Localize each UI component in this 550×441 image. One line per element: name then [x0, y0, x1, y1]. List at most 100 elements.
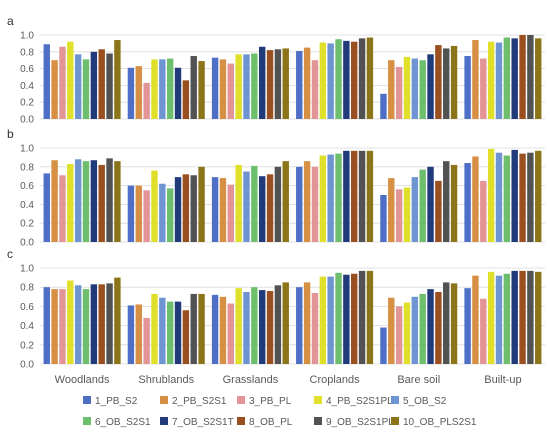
legend-swatch: [391, 417, 399, 425]
bar-2-pb-s2s1: [219, 296, 227, 364]
bar-5-ob-s2: [74, 159, 82, 242]
bar-9-ob-s2s1pl: [443, 282, 450, 364]
bar-10-ob-pls2s1: [198, 61, 205, 119]
bar-4-pb-s2s1pl: [403, 302, 411, 364]
bar-4-pb-s2s1pl: [151, 293, 158, 364]
bar-8-ob-pl: [98, 164, 105, 242]
bar-9-ob-s2s1pl: [358, 38, 366, 119]
bar-2-pb-s2s1: [303, 161, 311, 242]
bar-8-ob-pl: [351, 273, 358, 364]
y-tick-label: 0.0: [20, 360, 34, 371]
bar-4-pb-s2s1pl: [235, 288, 242, 364]
bar-7-ob-s2s1t: [174, 67, 182, 119]
bar-4-pb-s2s1pl: [151, 170, 158, 242]
bar-6-ob-s2s1: [503, 273, 511, 364]
bar-4-pb-s2s1pl: [67, 41, 74, 119]
bar-6-ob-s2s1: [251, 287, 258, 364]
legend-label: 6_OB_S2S1: [95, 417, 151, 428]
panel-label: a: [7, 14, 14, 28]
bar-8-ob-pl: [435, 292, 442, 364]
bar-1-pb-s2: [464, 56, 471, 119]
bar-1-pb-s2: [296, 166, 303, 242]
bar-8-ob-pl: [98, 284, 105, 364]
bar-1-pb-s2: [43, 287, 50, 364]
bar-3-pb-pl: [143, 190, 150, 242]
bar-9-ob-s2s1pl: [106, 283, 113, 364]
bar-10-ob-pls2s1: [535, 271, 542, 364]
bar-5-ob-s2: [159, 297, 166, 364]
bar-10-ob-pls2s1: [114, 277, 121, 364]
bar-9-ob-s2s1pl: [527, 35, 534, 119]
bar-2-pb-s2s1: [51, 160, 58, 242]
legend-label: 3_PB_PL: [249, 396, 292, 407]
x-tick-label: Grasslands: [223, 374, 279, 386]
bar-9-ob-s2s1pl: [106, 158, 113, 242]
bar-2-pb-s2s1: [219, 178, 227, 242]
bar-4-pb-s2s1pl: [403, 56, 411, 119]
bar-1-pb-s2: [127, 305, 135, 364]
y-tick-label: 0.8: [20, 47, 34, 58]
bar-7-ob-s2s1t: [427, 166, 434, 242]
bar-9-ob-s2s1pl: [527, 270, 534, 364]
bar-8-ob-pl: [519, 270, 526, 364]
bar-2-pb-s2s1: [472, 40, 479, 119]
bar-8-ob-pl: [266, 291, 274, 364]
bar-8-ob-pl: [435, 45, 442, 119]
bar-1-pb-s2: [296, 287, 303, 364]
bar-10-ob-pls2s1: [450, 45, 458, 119]
legend-swatch: [160, 396, 168, 404]
bar-9-ob-s2s1pl: [527, 152, 534, 242]
bar-3-pb-pl: [227, 63, 234, 119]
bar-4-pb-s2s1pl: [151, 59, 158, 119]
bar-6-ob-s2s1: [166, 188, 174, 242]
bar-5-ob-s2: [327, 276, 334, 364]
bar-6-ob-s2s1: [166, 58, 174, 119]
bar-1-pb-s2: [127, 185, 135, 242]
bar-4-pb-s2s1pl: [487, 148, 495, 242]
legend-swatch: [83, 396, 91, 404]
y-tick-label: 0.2: [20, 340, 34, 351]
bar-9-ob-s2s1pl: [358, 150, 366, 242]
bar-10-ob-pls2s1: [114, 40, 121, 119]
bar-6-ob-s2s1: [419, 169, 426, 242]
legend-swatch: [314, 417, 322, 425]
bar-4-pb-s2s1pl: [67, 163, 74, 242]
bar-5-ob-s2: [159, 183, 166, 242]
legend-swatch: [83, 417, 91, 425]
bar-4-pb-s2s1pl: [487, 41, 495, 119]
legend-label: 7_OB_S2S1T: [172, 417, 234, 428]
bar-9-ob-s2s1pl: [190, 293, 197, 364]
bar-5-ob-s2: [327, 154, 334, 242]
x-tick-label: Bare soil: [397, 374, 440, 386]
bar-8-ob-pl: [351, 150, 358, 242]
panel-c: 0.0 0.2 0.4 0.6 0.8 1.0 c: [7, 247, 545, 371]
bar-6-ob-s2s1: [251, 53, 258, 120]
bar-9-ob-s2s1pl: [274, 49, 282, 119]
legend-swatch: [314, 396, 322, 404]
bar-1-pb-s2: [296, 50, 303, 119]
bar-3-pb-pl: [59, 46, 66, 120]
bar-9-ob-s2s1pl: [443, 48, 450, 119]
bar-8-ob-pl: [182, 310, 190, 364]
y-tick-label: 0.8: [20, 283, 34, 294]
bar-3-pb-pl: [311, 166, 319, 242]
bar-5-ob-s2: [411, 58, 419, 119]
bar-7-ob-s2s1t: [174, 177, 182, 242]
y-tick-label: 0.2: [20, 98, 34, 109]
bar-7-ob-s2s1t: [258, 176, 266, 242]
legend-label: 9_OB_S2S1PL: [326, 417, 394, 428]
x-tick-label: Croplands: [310, 374, 361, 386]
panel-a: 0.0 0.2 0.4 0.6 0.8 1.0 a: [7, 14, 545, 126]
bar-7-ob-s2s1t: [258, 290, 266, 364]
y-tick-label: 0.6: [20, 64, 34, 75]
bar-9-ob-s2s1pl: [274, 166, 282, 242]
bar-3-pb-pl: [143, 317, 150, 364]
bar-3-pb-pl: [395, 189, 403, 242]
bar-10-ob-pls2s1: [535, 38, 542, 119]
bar-6-ob-s2s1: [419, 293, 426, 364]
bar-4-pb-s2s1pl: [487, 271, 495, 364]
bar-1-pb-s2: [211, 57, 219, 119]
bar-8-ob-pl: [98, 49, 105, 119]
bar-10-ob-pls2s1: [114, 161, 121, 242]
